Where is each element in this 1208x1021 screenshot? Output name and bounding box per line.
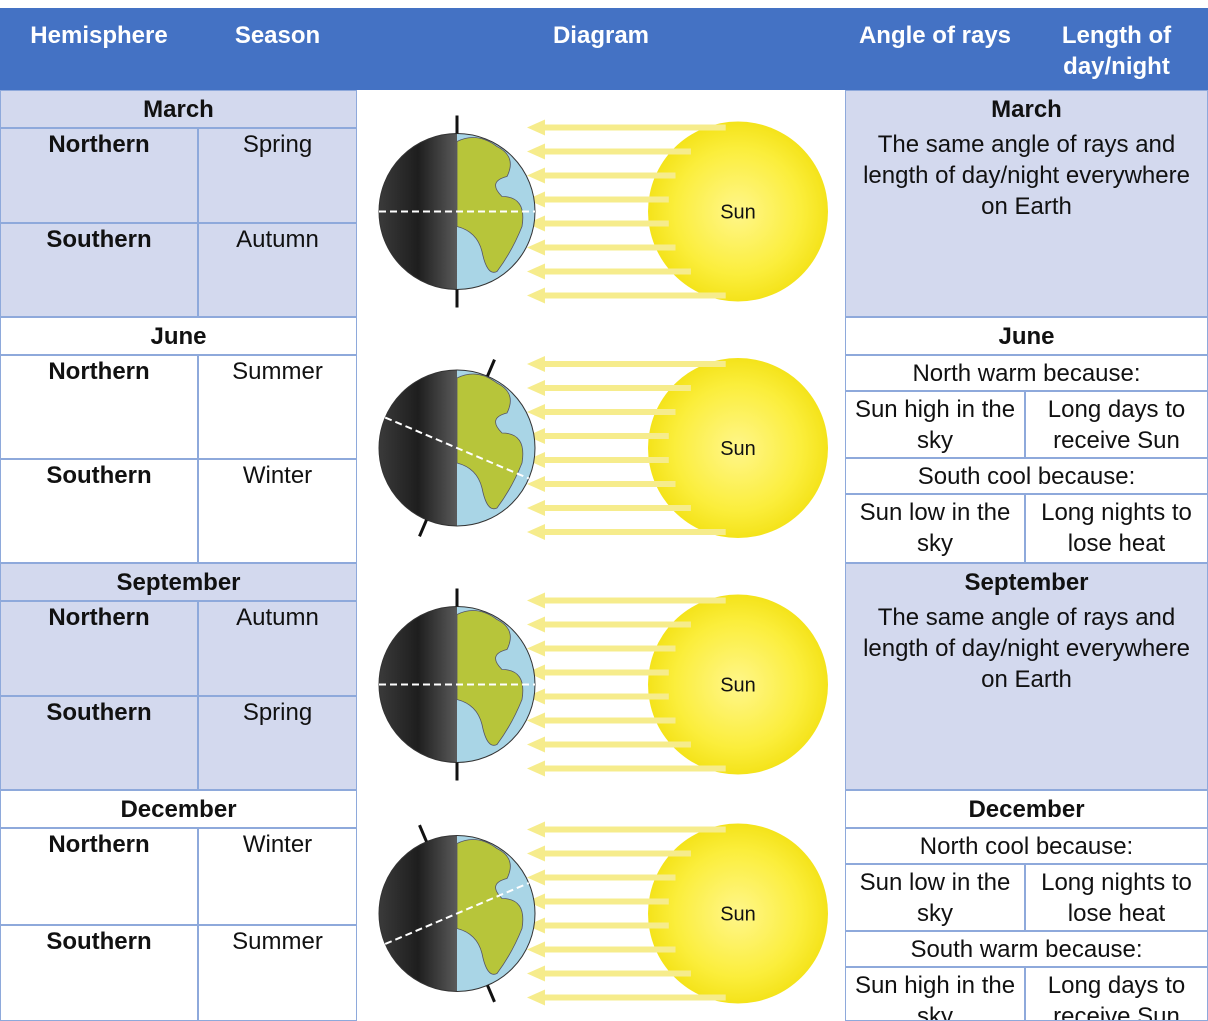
ray-head <box>527 380 545 396</box>
ray-head <box>527 524 545 540</box>
season-cell: Spring <box>198 128 357 223</box>
season-cell: Winter <box>198 459 357 563</box>
hemisphere-cell: Northern <box>0 828 198 925</box>
month-heading: March <box>852 91 1201 129</box>
season-cell: Autumn <box>198 601 357 696</box>
ray-head <box>527 264 545 280</box>
season-diagram: Sun <box>357 317 845 563</box>
ray-head <box>527 476 545 492</box>
ray-head <box>527 870 545 886</box>
angle-reason: Sun high in the sky <box>845 967 1025 1021</box>
axis-bottom <box>419 520 426 537</box>
ray-head <box>527 822 545 838</box>
ray-head <box>527 942 545 958</box>
hemisphere-cell: Northern <box>0 128 198 223</box>
hemisphere-cell: Southern <box>0 459 198 563</box>
season-cell: Winter <box>198 828 357 925</box>
hemisphere-cell: Southern <box>0 696 198 791</box>
reason-heading: North warm because: <box>845 355 1208 391</box>
explanation-text: The same angle of rays and length of day… <box>852 602 1201 695</box>
header-cell: Season <box>198 8 357 90</box>
ray-head <box>527 966 545 982</box>
night-side <box>379 836 457 992</box>
month-heading: December <box>845 790 1208 828</box>
hemisphere-cell: Northern <box>0 355 198 459</box>
hemisphere-cell: Southern <box>0 223 198 318</box>
header-cell: Angle of rays <box>845 8 1025 90</box>
month-heading: September <box>852 564 1201 602</box>
ray-head <box>527 120 545 136</box>
ray-head <box>527 356 545 372</box>
ray-head <box>527 761 545 777</box>
month-cell: December <box>0 790 357 828</box>
length-reason: Long nights to lose heat <box>1025 864 1208 931</box>
ray-head <box>527 737 545 753</box>
ray-head <box>527 617 545 633</box>
explanation-text: The same angle of rays and length of day… <box>852 129 1201 222</box>
reason-heading: South cool because: <box>845 458 1208 494</box>
season-diagram: Sun <box>357 563 845 790</box>
axis-top <box>419 825 426 842</box>
reason-heading: South warm because: <box>845 931 1208 967</box>
month-cell: September <box>0 563 357 601</box>
header-cell: Length of day/night <box>1025 8 1208 90</box>
ray-head <box>527 990 545 1006</box>
sun-label: Sun <box>720 904 756 926</box>
length-reason: Long nights to lose heat <box>1025 494 1208 563</box>
length-reason: Long days to receive Sun <box>1025 391 1208 458</box>
ray-head <box>527 593 545 609</box>
sun-label: Sun <box>720 438 756 460</box>
month-cell: March <box>0 90 357 128</box>
header-cell: Hemisphere <box>0 8 198 90</box>
ray-head <box>527 240 545 256</box>
axis-bottom <box>487 985 494 1002</box>
angle-reason: Sun high in the sky <box>845 391 1025 458</box>
header-cell: Diagram <box>357 8 845 90</box>
length-reason: Long days to receive Sun <box>1025 967 1208 1021</box>
angle-reason: Sun low in the sky <box>845 864 1025 931</box>
season-cell: Summer <box>198 925 357 1021</box>
ray-head <box>527 500 545 516</box>
angle-reason: Sun low in the sky <box>845 494 1025 563</box>
ray-head <box>527 846 545 862</box>
season-cell: Spring <box>198 696 357 791</box>
season-diagram: Sun <box>357 90 845 317</box>
season-cell: Summer <box>198 355 357 459</box>
ray-head <box>527 288 545 304</box>
month-cell: June <box>0 317 357 355</box>
hemisphere-cell: Northern <box>0 601 198 696</box>
season-diagram: Sun <box>357 790 845 1021</box>
ray-head <box>527 144 545 160</box>
season-cell: Autumn <box>198 223 357 318</box>
night-side <box>379 370 457 526</box>
reason-heading: North cool because: <box>845 828 1208 864</box>
ray-head <box>527 404 545 420</box>
axis-top <box>487 360 494 377</box>
sun-label: Sun <box>720 675 756 697</box>
ray-head <box>527 713 545 729</box>
hemisphere-cell: Southern <box>0 925 198 1021</box>
sun-label: Sun <box>720 202 756 224</box>
page: HemisphereSeasonDiagramAngle of raysLeng… <box>0 0 1208 1021</box>
ray-head <box>527 641 545 657</box>
ray-head <box>527 168 545 184</box>
month-heading: June <box>845 317 1208 355</box>
